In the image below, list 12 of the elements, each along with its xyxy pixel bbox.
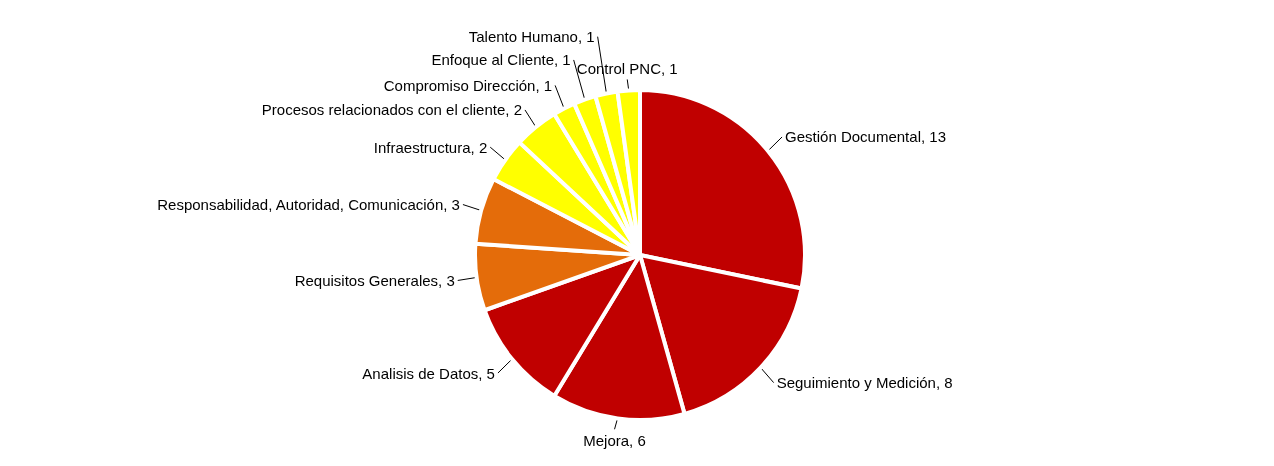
slice-label: Talento Humano, 1 <box>468 28 595 46</box>
slice-label: Procesos relacionados con el cliente, 2 <box>261 101 522 119</box>
slice-label: Infraestructura, 2 <box>373 138 488 156</box>
slice-label: Gestión Documental, 13 <box>785 128 946 146</box>
slice-label: Enfoque al Cliente, 1 <box>431 51 571 69</box>
slice-label: Compromiso Dirección, 1 <box>383 76 553 94</box>
slice-label: Analisis de Datos, 5 <box>362 364 495 382</box>
slice-label: Responsabilidad, Autoridad, Comunicación, 3 <box>157 196 460 214</box>
slice-label: Seguimiento y Medición, 8 <box>776 374 953 392</box>
slice-label: Mejora, 6 <box>583 431 646 449</box>
slice-label: Requisitos Generales, 3 <box>294 271 455 289</box>
slice-label: Control PNC, 1 <box>576 59 678 77</box>
